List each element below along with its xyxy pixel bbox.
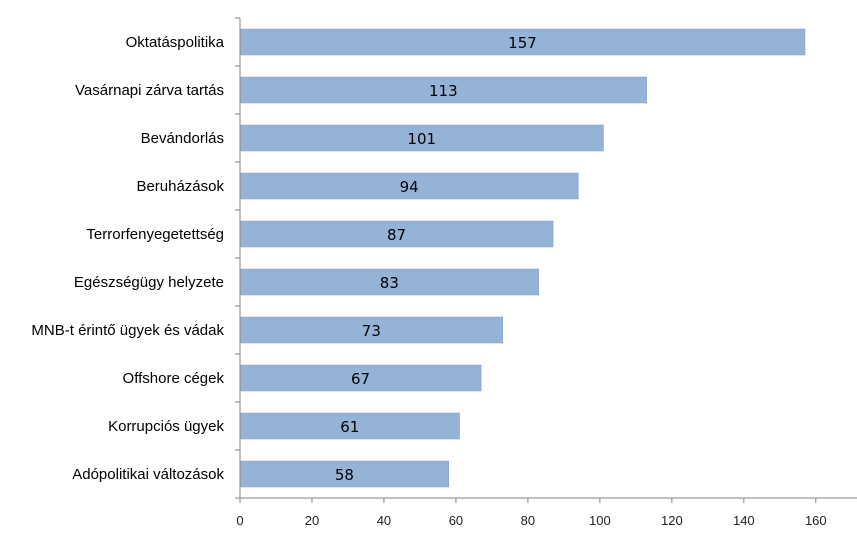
category-label: Vasárnapi zárva tartás <box>75 82 224 99</box>
bar <box>239 316 503 344</box>
x-tick-label: 100 <box>589 513 611 528</box>
data-label: 61 <box>340 418 359 436</box>
bar <box>239 460 449 488</box>
data-label: 58 <box>335 466 354 484</box>
data-label: 83 <box>380 274 399 292</box>
x-tick-label: 0 <box>236 513 243 528</box>
x-tick-label: 60 <box>449 513 463 528</box>
category-label: Beruházások <box>136 178 224 195</box>
data-label: 87 <box>387 226 406 244</box>
data-label: 73 <box>362 322 381 340</box>
data-label: 94 <box>400 178 419 196</box>
bars-group <box>239 28 806 488</box>
bar <box>239 268 539 296</box>
x-tick-label: 20 <box>305 513 319 528</box>
category-label: Egészségügy helyzete <box>74 274 224 291</box>
data-label: 67 <box>351 370 370 388</box>
data-label: 157 <box>508 34 537 52</box>
category-label: Terrorfenyegetettség <box>86 226 224 243</box>
bar <box>239 172 579 200</box>
bar <box>239 28 806 56</box>
x-axis-ticks: 0 20 40 60 80 100 120 140 160 <box>236 498 827 528</box>
category-labels: Oktatáspolitika Vasárnapi zárva tartás Bev… <box>31 17 240 499</box>
x-tick-label: 40 <box>377 513 391 528</box>
category-label: Offshore cégek <box>123 370 225 387</box>
category-label: Bevándorlás <box>141 130 224 147</box>
x-tick-label: 160 <box>805 513 827 528</box>
data-labels: 157 113 101 94 87 83 73 67 61 58 <box>335 34 537 484</box>
bar <box>239 76 647 104</box>
category-label: Adópolitikai változások <box>72 466 224 483</box>
category-label: MNB-t érintő ügyek és vádak <box>31 322 224 339</box>
data-label: 113 <box>429 82 458 100</box>
x-tick-label: 120 <box>661 513 683 528</box>
bar <box>239 124 604 152</box>
bar <box>239 220 554 248</box>
x-tick-label: 80 <box>521 513 535 528</box>
x-tick-label: 140 <box>733 513 755 528</box>
category-label: Oktatáspolitika <box>126 34 225 51</box>
data-label: 101 <box>407 130 436 148</box>
category-label: Korrupciós ügyek <box>108 418 224 435</box>
